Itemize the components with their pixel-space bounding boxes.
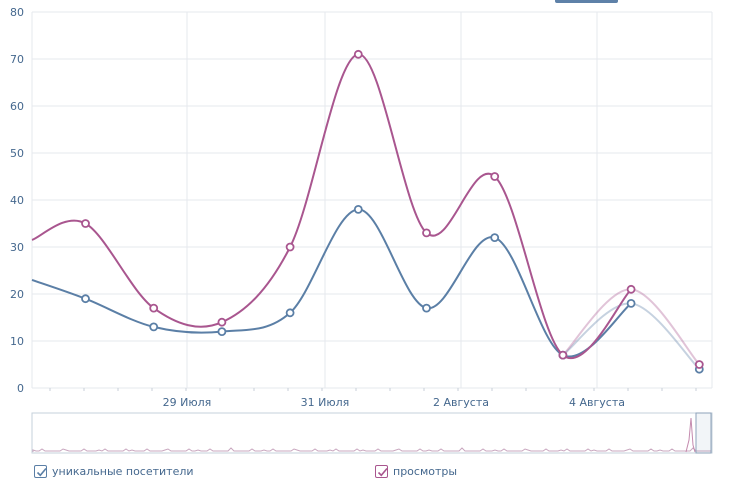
legend-item-visitors[interactable]: уникальные посетители bbox=[34, 462, 194, 480]
data-point bbox=[490, 233, 500, 243]
y-tick-label: 40 bbox=[10, 194, 24, 207]
data-point bbox=[81, 219, 90, 228]
data-point bbox=[694, 360, 704, 369]
data-point bbox=[285, 308, 295, 318]
navigator-sparkline-views bbox=[32, 447, 711, 452]
x-tick-label: 29 Июля bbox=[163, 396, 212, 409]
navigator-selection-handle bbox=[695, 412, 712, 454]
y-tick-label: 70 bbox=[10, 53, 24, 66]
line-chart: 0 10 20 30 40 50 60 70 80 29 Июля 31 Июля 2 Август… bbox=[10, 6, 713, 454]
legend-label-views: просмотры bbox=[393, 464, 458, 478]
navigator-frame bbox=[31, 412, 713, 454]
data-point bbox=[422, 303, 431, 313]
series-line bbox=[31, 208, 632, 358]
data-point bbox=[353, 49, 363, 59]
range-navigator[interactable] bbox=[31, 412, 713, 454]
top-button-edge[interactable] bbox=[555, 0, 618, 3]
data-point bbox=[217, 327, 227, 337]
legend-item-views[interactable]: просмотры bbox=[375, 462, 457, 480]
visitors-checkbox-icon[interactable] bbox=[34, 464, 47, 478]
data-point bbox=[81, 294, 90, 304]
x-axis-ticks: 29 Июля 31 Июля 2 Августа 4 Августа bbox=[49, 388, 697, 409]
y-axis-ticks: 0 10 20 30 40 50 60 70 80 bbox=[10, 6, 24, 395]
x-tick-label: 31 Июля bbox=[301, 396, 350, 409]
y-tick-label: 60 bbox=[10, 100, 24, 113]
data-point bbox=[149, 303, 159, 313]
data-point bbox=[422, 228, 431, 238]
y-tick-label: 50 bbox=[10, 147, 24, 160]
data-point bbox=[558, 350, 568, 360]
chart-series bbox=[31, 49, 704, 374]
series-line bbox=[31, 53, 632, 359]
x-tick-label: 2 Августа bbox=[433, 396, 489, 409]
data-point bbox=[490, 172, 500, 181]
data-point bbox=[285, 242, 295, 252]
y-tick-label: 0 bbox=[17, 382, 24, 395]
data-point bbox=[626, 284, 636, 294]
legend-label-visitors: уникальные посетители bbox=[52, 464, 194, 478]
data-point bbox=[626, 298, 636, 308]
y-tick-label: 10 bbox=[10, 335, 24, 348]
views-checkbox-icon[interactable] bbox=[375, 464, 388, 478]
series-visitors bbox=[31, 204, 704, 374]
series-views bbox=[31, 49, 704, 369]
y-tick-label: 30 bbox=[10, 241, 24, 254]
navigator-spike bbox=[685, 417, 696, 453]
y-tick-label: 20 bbox=[10, 288, 24, 301]
x-tick-label: 4 Августа bbox=[569, 396, 625, 409]
data-point bbox=[149, 322, 159, 332]
data-point bbox=[217, 317, 227, 327]
y-tick-label: 80 bbox=[10, 6, 24, 19]
data-point bbox=[353, 204, 363, 214]
